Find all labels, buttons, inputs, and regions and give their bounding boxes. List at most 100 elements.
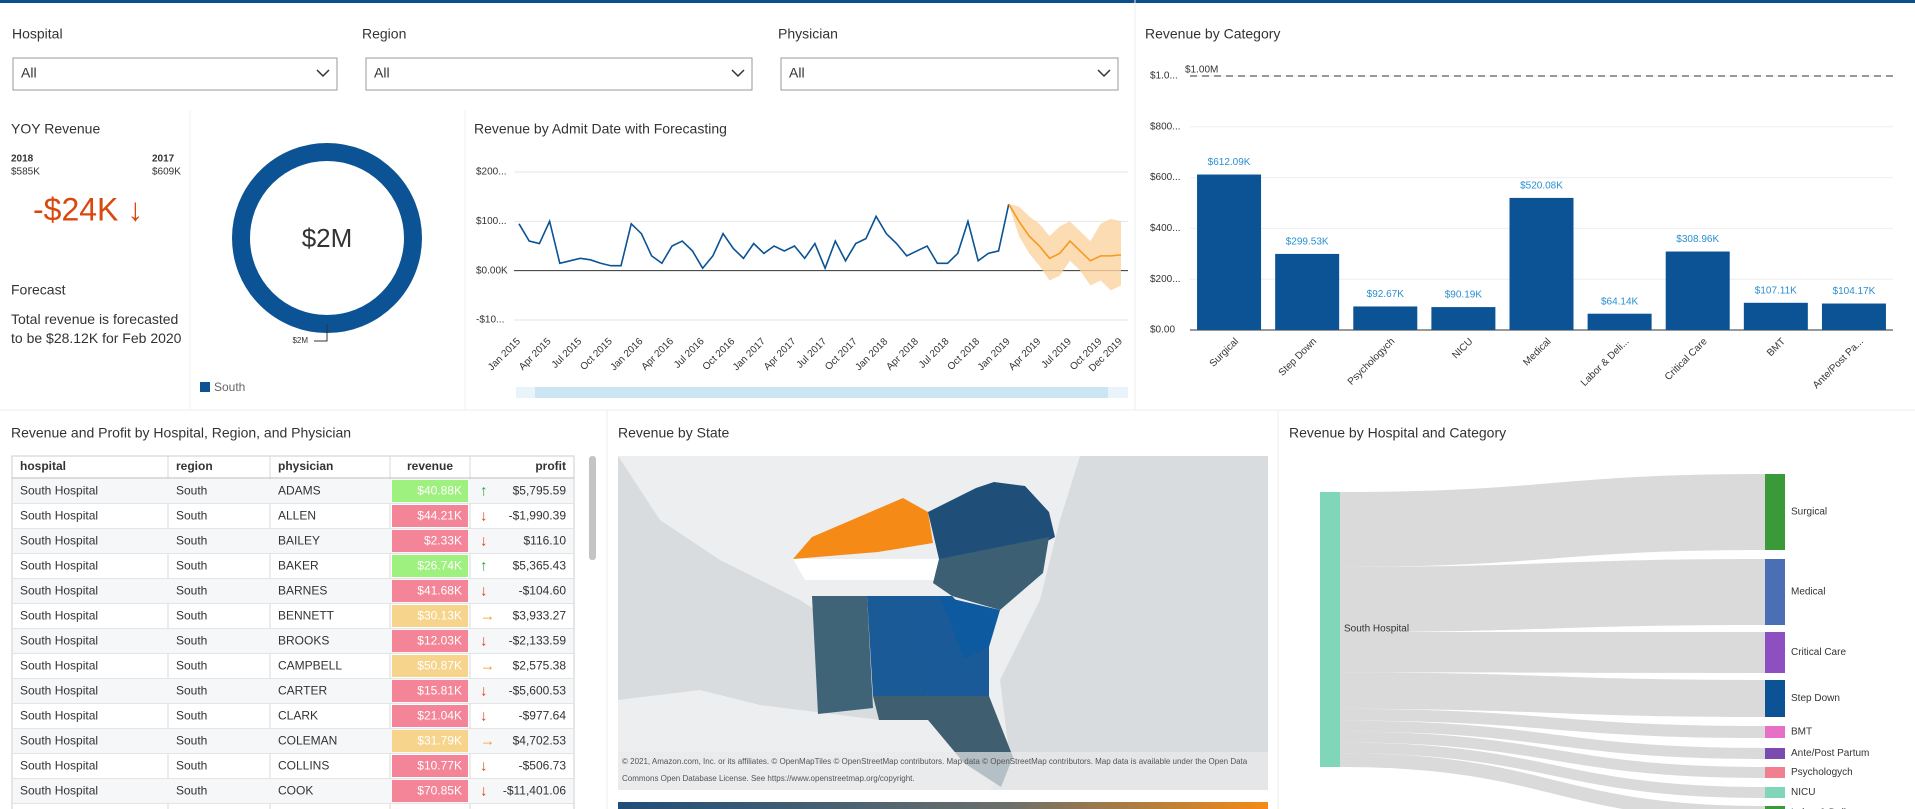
cell: South Hospital (20, 784, 98, 798)
value-label: $90.19K (1445, 290, 1483, 301)
revenue-cell (392, 555, 468, 577)
target-node (1765, 748, 1785, 759)
sankey: Revenue by Hospital and Category South Ho… (1289, 425, 1869, 809)
source-node (1320, 492, 1340, 767)
target-node (1765, 806, 1785, 809)
trend-icon: ↓ (480, 707, 488, 724)
cell: South Hospital (20, 584, 98, 598)
cell: South (176, 709, 207, 723)
scrollbar-thumb[interactable] (535, 387, 1108, 398)
x-tick-label: Jan 2018 (853, 336, 890, 373)
target-label: NICU (1791, 787, 1815, 798)
line-series (518, 203, 1010, 271)
state (793, 498, 933, 559)
x-tick-label: Psychologych (1346, 336, 1397, 387)
target-label: Critical Care (1791, 647, 1846, 658)
target-label: BMT (1791, 727, 1812, 738)
flow (1340, 559, 1765, 632)
trend-icon: ↓ (480, 757, 488, 774)
x-tick-label: Jan 2019 (976, 336, 1013, 373)
state (928, 482, 1055, 559)
trend-icon: ↓ (480, 782, 488, 799)
table-scrollbar[interactable] (589, 456, 596, 560)
cell: South (176, 584, 207, 598)
cell: South Hospital (20, 684, 98, 698)
y-tick-label: $800... (1150, 121, 1181, 132)
cell: South Hospital (20, 484, 98, 498)
value-label: $107.11K (1755, 285, 1797, 296)
bar (1587, 313, 1652, 330)
cell: BROOKS (278, 634, 329, 648)
cell: $40.88K (417, 484, 462, 498)
row-stripe (13, 479, 573, 503)
column-header: hospital (20, 459, 66, 473)
cell: $2,575.38 (513, 659, 567, 673)
trend-icon: → (480, 657, 495, 674)
column-header: profit (535, 459, 566, 473)
revenue-cell (392, 655, 468, 677)
y-tick-label: $100... (476, 216, 507, 227)
cell: -$977.64 (519, 709, 567, 723)
cell: South Hospital (20, 534, 98, 548)
y-tick-label: $600... (1150, 172, 1181, 183)
flow (1340, 742, 1765, 798)
flow (1340, 474, 1765, 567)
cell: CAMPBELL (278, 659, 342, 673)
cell: ADAMS (278, 484, 321, 498)
cell: $30.13K (417, 609, 462, 623)
bar (1431, 307, 1496, 330)
value-label: $92.67K (1367, 289, 1405, 300)
map-attribution: © 2021, Amazon.com, Inc. or its affiliat… (622, 757, 1248, 766)
cell: $5,795.59 (513, 484, 567, 498)
state (933, 537, 1049, 610)
value-label: $64.14K (1601, 296, 1639, 307)
row-stripe (13, 529, 573, 553)
value-label: $104.17K (1833, 286, 1876, 297)
revenue-cell (392, 605, 468, 627)
cell: $5,365.43 (513, 559, 567, 573)
cell: $2.33K (424, 534, 462, 548)
x-tick-label: Labor & Deli... (1579, 336, 1632, 389)
bar (1197, 174, 1262, 330)
trend-icon: → (480, 732, 495, 749)
revenue-cell (392, 480, 468, 502)
row-stripe (13, 579, 573, 603)
cell: $116.10 (524, 534, 567, 548)
cell: $31.79K (417, 734, 462, 748)
y-tick-label: $200... (1150, 274, 1181, 285)
trend-icon: ↓ (480, 582, 488, 599)
x-tick-label: Jan 2016 (609, 336, 646, 373)
chart-title: Revenue by Category (1145, 26, 1280, 42)
value-label: $520.08K (1520, 181, 1563, 192)
donut-center: $2M (302, 223, 353, 253)
cell: $10.77K (417, 759, 462, 773)
target-label: Surgical (1791, 507, 1827, 518)
table: Revenue and Profit by Hospital, Region, … (11, 425, 596, 809)
value-label: $299.53K (1286, 237, 1329, 248)
flow (1340, 631, 1765, 673)
cell: South (176, 484, 207, 498)
revenue-cell (392, 730, 468, 752)
map-attribution: Commons Open Database License. See https… (622, 774, 915, 783)
forecast-title: Forecast (11, 282, 66, 298)
cell: -$5,600.53 (509, 684, 567, 698)
yoy-previous-value: $609K (152, 167, 181, 178)
filter-label: Hospital (12, 26, 63, 42)
table-title: Revenue and Profit by Hospital, Region, … (11, 425, 351, 441)
revenue-cell (392, 530, 468, 552)
dropdown[interactable] (780, 57, 1119, 91)
trend-icon: ↓ (480, 532, 488, 549)
cell: BENNETT (278, 609, 335, 623)
yoy-title: YOY Revenue (11, 121, 100, 137)
revenue-cell (392, 780, 468, 802)
dropdown[interactable] (12, 57, 338, 91)
row-stripe (13, 629, 573, 653)
trend-icon: ↓ (480, 682, 488, 699)
dropdown[interactable] (365, 57, 753, 91)
revenue-cell (392, 705, 468, 727)
yoy-previous-year: 2017 (152, 154, 175, 165)
reference-label: $1.00M (1185, 65, 1218, 76)
line-series (1008, 203, 1122, 262)
legend-label: South (214, 380, 245, 394)
x-tick-label: Apr 2019 (1007, 336, 1044, 373)
